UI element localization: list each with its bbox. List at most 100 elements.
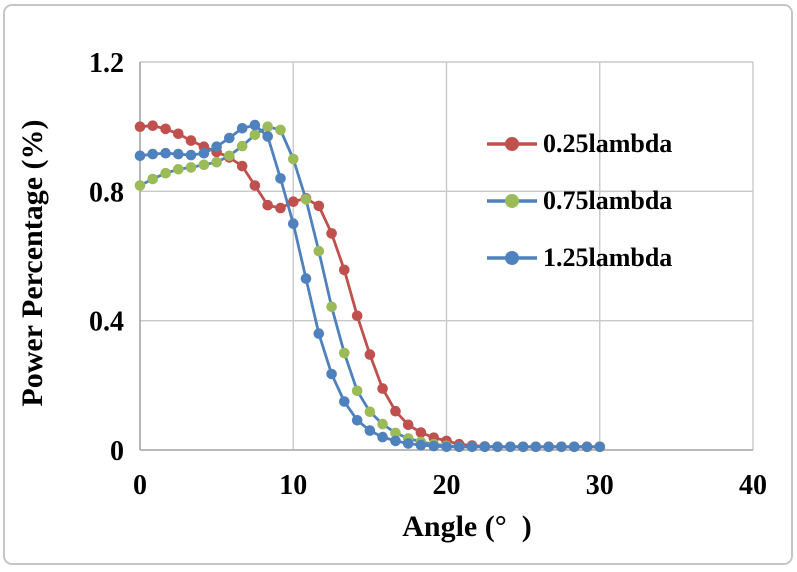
data-point-marker — [288, 218, 299, 229]
data-point-marker — [275, 124, 286, 136]
data-point-marker — [415, 427, 427, 438]
data-point-marker — [530, 441, 542, 453]
data-point-marker — [249, 129, 261, 141]
y-axis-title: Power Percentage (%) — [16, 119, 49, 407]
legend-entry-0.25lambda: 0.25lambda — [486, 130, 672, 158]
data-point-marker — [160, 147, 171, 159]
data-point-marker — [160, 167, 171, 179]
data-point-marker — [581, 441, 593, 453]
data-point-marker — [147, 173, 158, 185]
legend: 0.25lambda 0.75lambda 1.25lambda — [486, 130, 672, 301]
data-point-marker — [351, 310, 363, 322]
data-point-marker — [236, 160, 248, 172]
data-point-marker — [134, 121, 146, 132]
data-point-marker — [479, 441, 491, 453]
y-tick-label: 0.4 — [89, 307, 124, 338]
data-point-marker — [390, 435, 401, 447]
legend-label: 0.25lambda — [543, 129, 673, 158]
data-point-marker — [377, 383, 388, 394]
data-point-marker — [364, 406, 376, 418]
data-point-marker — [402, 419, 414, 431]
data-point-marker — [275, 202, 286, 214]
data-point-marker — [160, 123, 171, 135]
data-point-marker — [517, 441, 529, 453]
data-point-marker — [288, 196, 299, 207]
data-point-marker — [377, 418, 388, 430]
data-point-marker — [173, 148, 184, 160]
data-point-marker — [326, 228, 337, 239]
data-point-marker — [313, 328, 325, 339]
data-point-marker — [556, 441, 567, 453]
data-point-marker — [339, 396, 350, 407]
data-point-marker — [326, 368, 337, 380]
data-point-marker — [185, 135, 197, 146]
data-point-marker — [364, 425, 376, 436]
data-point-marker — [224, 150, 235, 162]
x-axis-title: Angle (° ) — [402, 510, 532, 543]
data-point-marker — [594, 441, 606, 453]
legend-entry-0.75lambda: 0.75lambda — [486, 187, 672, 215]
legend-label: 0.75lambda — [543, 186, 673, 215]
y-tick-label: 1.2 — [89, 48, 124, 79]
data-point-marker — [185, 149, 197, 161]
data-point-marker — [390, 427, 401, 439]
data-point-marker — [173, 128, 184, 140]
data-point-marker — [364, 349, 376, 360]
data-point-marker — [441, 441, 452, 453]
legend-line-marker-icon — [487, 251, 537, 265]
data-point-marker — [262, 121, 274, 132]
data-point-marker — [300, 194, 312, 205]
data-point-marker — [198, 147, 210, 159]
data-point-marker — [390, 405, 401, 417]
data-point-marker — [453, 441, 465, 453]
data-point-marker — [147, 148, 158, 160]
data-point-marker — [134, 180, 146, 191]
data-point-marker — [262, 131, 274, 142]
data-point-marker — [492, 441, 503, 453]
data-point-marker — [351, 385, 363, 397]
data-point-marker — [377, 431, 388, 443]
data-point-marker — [339, 347, 350, 359]
y-tick-label: 0.8 — [89, 177, 124, 208]
x-tick-label: 10 — [279, 470, 307, 501]
data-point-marker — [249, 119, 261, 131]
data-point-marker — [211, 156, 222, 168]
legend-line-marker-icon — [487, 194, 537, 208]
data-point-marker — [351, 415, 363, 426]
data-point-marker — [402, 438, 414, 449]
legend-line-marker-icon — [487, 137, 537, 151]
x-tick-label: 30 — [586, 470, 614, 501]
data-point-marker — [415, 439, 427, 451]
data-point-marker — [466, 441, 478, 453]
data-point-marker — [147, 120, 158, 131]
data-point-marker — [313, 245, 325, 257]
data-point-marker — [543, 441, 554, 453]
data-point-marker — [339, 264, 350, 276]
data-point-marker — [288, 153, 299, 165]
x-tick-label: 40 — [739, 470, 767, 501]
data-point-marker — [275, 173, 286, 184]
x-tick-label: 20 — [433, 470, 461, 501]
series-1.25lambda — [134, 119, 606, 453]
data-point-marker — [134, 150, 146, 162]
data-point-marker — [300, 273, 312, 284]
data-point-marker — [428, 440, 440, 452]
x-tick-label: 0 — [133, 470, 147, 501]
data-point-marker — [198, 159, 210, 171]
data-point-marker — [173, 164, 184, 175]
data-point-marker — [224, 132, 235, 144]
data-point-marker — [185, 162, 197, 173]
legend-label: 1.25lambda — [543, 243, 673, 272]
data-point-marker — [568, 441, 580, 453]
data-point-marker — [313, 200, 325, 212]
data-point-marker — [236, 123, 248, 134]
data-point-marker — [505, 441, 516, 453]
data-point-marker — [211, 141, 222, 152]
data-point-marker — [249, 180, 261, 191]
y-tick-label: 0 — [110, 436, 124, 467]
data-point-marker — [262, 199, 274, 211]
data-point-marker — [236, 140, 248, 152]
data-point-marker — [326, 301, 337, 313]
